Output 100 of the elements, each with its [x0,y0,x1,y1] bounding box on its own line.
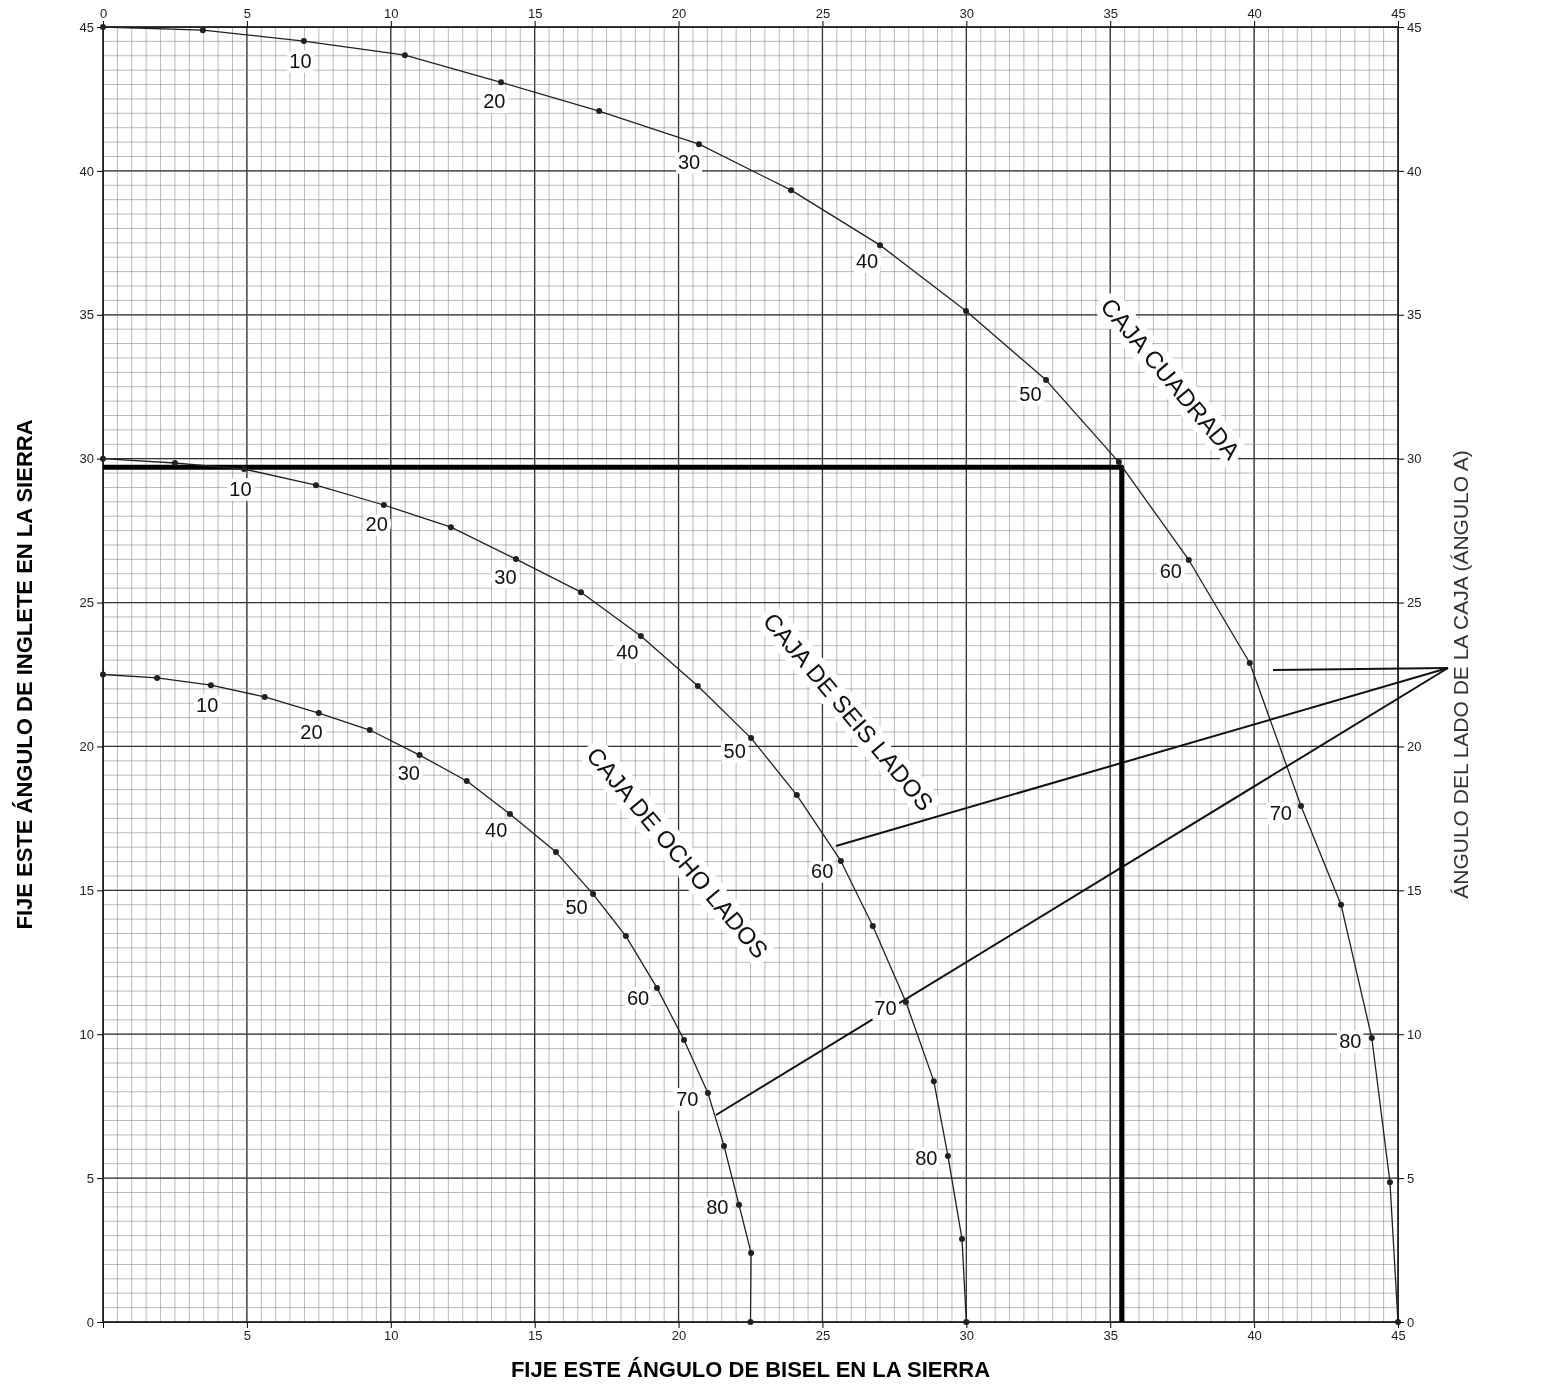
annotation: 30 [677,151,701,174]
point [721,1142,728,1149]
point [1043,377,1050,384]
annotation: 60 [1159,559,1182,582]
annotation: 60 [627,986,650,1009]
point [100,24,106,30]
y-tick-label: 15 [79,882,94,898]
annotation: 40 [485,818,508,841]
point [695,141,702,148]
annotation: 70 [1269,802,1292,824]
y-tick-label: 30 [79,451,94,467]
x2-tick-label: 30 [959,6,975,21]
point [578,589,584,596]
point [416,752,423,759]
point [748,1249,755,1256]
point [1395,1319,1401,1325]
point [748,735,755,742]
y-tick-label: 0 [86,1314,94,1330]
point [747,1319,754,1325]
point [959,1236,966,1243]
annotation: 30 [494,565,517,588]
point [380,502,387,508]
point [1185,556,1192,563]
y-tick-label: 25 [79,595,94,611]
point [902,998,909,1005]
y-tick-label: 20 [79,739,94,755]
y2-tick-label: 25 [1407,595,1422,611]
point [1338,901,1345,908]
point [401,52,408,59]
point [463,777,470,784]
x-tick-label: 35 [1103,1328,1118,1344]
x2-tick-label: 35 [1103,6,1118,21]
point [447,524,454,531]
point [788,187,795,194]
point [100,455,106,462]
point [207,682,214,689]
point [877,242,883,249]
x-tick-label: 10 [384,1328,399,1344]
point [596,108,603,115]
point [1368,1034,1375,1041]
annotation: 20 [365,513,388,536]
annotation: 70 [874,997,897,1020]
annotation: 70 [676,1088,699,1110]
point [315,710,322,717]
x-tick-label: 30 [959,1328,975,1344]
annotation: 20 [300,721,323,744]
x-tick-label: 20 [671,1328,687,1344]
y2-tick-label: 5 [1407,1170,1415,1186]
y2-tick-label: 40 [1407,163,1422,179]
y-tick-label: 40 [79,163,94,179]
x2-tick-label: 20 [671,6,687,21]
point [793,792,800,799]
x-tick-label: 15 [527,1328,543,1344]
point [312,482,319,489]
line-series [100,24,1401,1325]
point [171,459,178,466]
y-tick-label: 10 [79,1026,94,1042]
y2-tick-label: 30 [1407,451,1422,467]
point [1246,659,1253,666]
point [300,38,307,45]
x-tick-label: 25 [815,1328,831,1344]
x2-tick-label: 10 [384,6,399,21]
annotation: 40 [616,640,639,663]
annotation: 50 [565,895,588,918]
y2-tick-label: 15 [1407,882,1422,898]
point [704,1089,711,1096]
x2-tick-label: 0 [99,6,108,21]
annotation: 10 [229,478,252,501]
point [512,556,519,563]
annotation: 80 [1339,1030,1362,1053]
annotation: 50 [723,740,746,763]
x2-tick-label: 25 [815,6,831,21]
y2-tick-label: 20 [1407,739,1422,755]
point [1298,803,1305,810]
y2-tick-label: 10 [1407,1026,1422,1042]
x2-tick-label: 15 [527,6,543,21]
annotation: 40 [856,250,879,273]
x-tick-label: 40 [1247,1328,1262,1344]
point [622,933,629,940]
point [837,857,844,864]
point [552,849,559,856]
x2-tick-label: 45 [1391,6,1406,21]
point [1115,459,1122,466]
point [261,693,268,700]
y2-axis-title: ÁNGULO DEL LADO DE LA CAJA (ÁNGULO A) [1449,450,1472,899]
annotation: 20 [483,90,506,113]
point [681,1036,688,1043]
y2-tick-label: 0 [1407,1314,1415,1330]
x-tick-label: 5 [243,1328,252,1344]
x-axis-title: FIJE ESTE ÁNGULO DE BISEL EN LA SIERRA [510,1357,991,1382]
annotation: 10 [196,694,219,717]
annotation: 50 [1019,382,1042,405]
point [241,466,248,473]
point [154,674,161,681]
y-axis-title: FIJE ESTE ÁNGULO DE INGLETE EN LA SIERRA [12,419,37,930]
point [963,1319,970,1325]
y-tick-label: 45 [79,19,94,35]
x2-tick-label: 40 [1247,6,1262,21]
point [735,1201,742,1208]
x2-tick-label: 5 [243,6,252,21]
